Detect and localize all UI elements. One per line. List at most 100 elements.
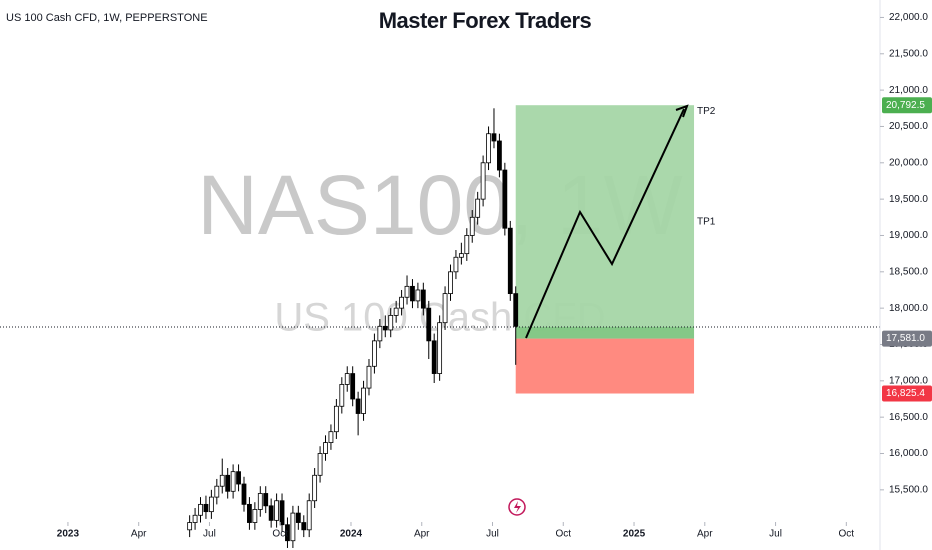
candle-body <box>328 431 334 443</box>
candle-body <box>442 293 448 324</box>
candles-group <box>187 108 519 548</box>
candle-body <box>268 505 274 521</box>
candle-body <box>263 493 269 507</box>
candle-body <box>426 307 432 342</box>
y-tick-label: 15,500.0 <box>889 484 928 495</box>
tp2-label: TP2 <box>697 106 716 117</box>
candle-body <box>491 133 497 142</box>
chart-title: Master Forex Traders <box>379 8 592 33</box>
price-label-bg <box>882 385 932 402</box>
candle-body <box>475 198 481 218</box>
candle-body <box>306 500 312 531</box>
candle-body <box>448 271 453 295</box>
position-group: TP2 TP1 <box>0 105 880 394</box>
candle-body <box>323 442 328 454</box>
candle-body <box>453 256 459 273</box>
candle-body <box>208 496 214 513</box>
candle-body <box>295 512 301 523</box>
loss-zone <box>515 338 695 394</box>
candle-body <box>420 289 426 309</box>
profit-zone <box>515 105 695 339</box>
x-tick-label: Oct <box>272 529 288 540</box>
candle-body <box>372 340 377 367</box>
candle-body <box>247 503 252 523</box>
candle-body <box>214 485 220 498</box>
x-tick-label: Jul <box>203 529 216 540</box>
projection-arrow <box>525 108 685 339</box>
candle-body <box>252 509 258 523</box>
candle-body <box>279 500 285 526</box>
candle-body <box>187 522 193 531</box>
candle-body <box>399 296 404 309</box>
x-tick-label: Apr <box>131 529 147 540</box>
candle-body <box>230 471 236 492</box>
y-tick-label: 18,000.0 <box>889 303 928 314</box>
candle-body <box>486 133 491 164</box>
candle-body <box>203 503 209 513</box>
x-tick-label: Oct <box>839 529 855 540</box>
candle-body <box>241 483 247 505</box>
arrow-head <box>675 104 689 118</box>
candle-body <box>350 373 356 400</box>
candle-body <box>274 500 279 521</box>
candle-body <box>257 493 263 510</box>
y-tick-label: 20,500.0 <box>889 121 928 132</box>
y-tick-label: 16,500.0 <box>889 412 928 423</box>
candle-body <box>290 512 296 542</box>
x-tick-label: Apr <box>697 529 713 540</box>
y-tick-label: 20,000.0 <box>889 157 928 168</box>
y-tick-label: 17,000.0 <box>889 375 928 386</box>
price-label: 20,792.5 <box>886 100 925 111</box>
x-tick-label: 2023 <box>57 529 80 540</box>
candle-body <box>480 162 486 200</box>
x-tick-label: 2025 <box>623 529 646 540</box>
candle-body <box>366 365 372 389</box>
y-tick-label: 21,500.0 <box>889 48 928 59</box>
y-tick-label: 22,000.0 <box>889 12 928 23</box>
y-tick-label: 21,000.0 <box>889 85 928 96</box>
candle-body <box>198 503 203 516</box>
candle-body <box>431 340 437 374</box>
candle-body <box>344 373 350 385</box>
candle-body <box>437 322 443 374</box>
price-label-bg <box>882 330 932 347</box>
y-tick-label: 16,000.0 <box>889 448 928 459</box>
symbol-info: US 100 Cash CFD, 1W, PEPPERSTONE <box>6 12 208 24</box>
candle-body <box>497 140 502 171</box>
candle-body <box>388 315 394 331</box>
x-tick-label: Jul <box>769 529 782 540</box>
candle-body <box>285 524 290 542</box>
candle-body <box>415 289 421 302</box>
candle-body <box>317 453 323 476</box>
candle-body <box>301 522 307 531</box>
tp1-label: TP1 <box>697 217 716 228</box>
candle-body <box>333 405 339 433</box>
price-label-bg <box>882 97 932 114</box>
y-tick-label: 19,500.0 <box>889 194 928 205</box>
candle-body <box>312 474 318 502</box>
x-tick-label: Jul <box>486 529 499 540</box>
candle-body <box>236 471 241 485</box>
candle-body <box>219 474 225 487</box>
candle-body <box>393 307 399 316</box>
y-tick-label: 18,500.0 <box>889 266 928 277</box>
price-label: 16,825.4 <box>886 388 925 399</box>
candle-body <box>339 384 345 407</box>
candle-body <box>377 325 383 342</box>
candle-body <box>225 474 231 492</box>
candle-body <box>192 514 198 523</box>
open-pnl-zone <box>515 327 695 339</box>
candle-body <box>404 285 410 298</box>
candle-body <box>458 253 464 258</box>
candle-body <box>355 398 361 414</box>
price-label: 17,581.0 <box>886 333 925 344</box>
candle-body <box>361 387 366 414</box>
event-bolt <box>514 501 521 513</box>
x-tick-label: 2024 <box>340 529 363 540</box>
y-tick-label: 19,000.0 <box>889 230 928 241</box>
x-tick-label: Apr <box>414 529 430 540</box>
candle-body <box>513 293 519 327</box>
candle-body <box>469 216 475 236</box>
